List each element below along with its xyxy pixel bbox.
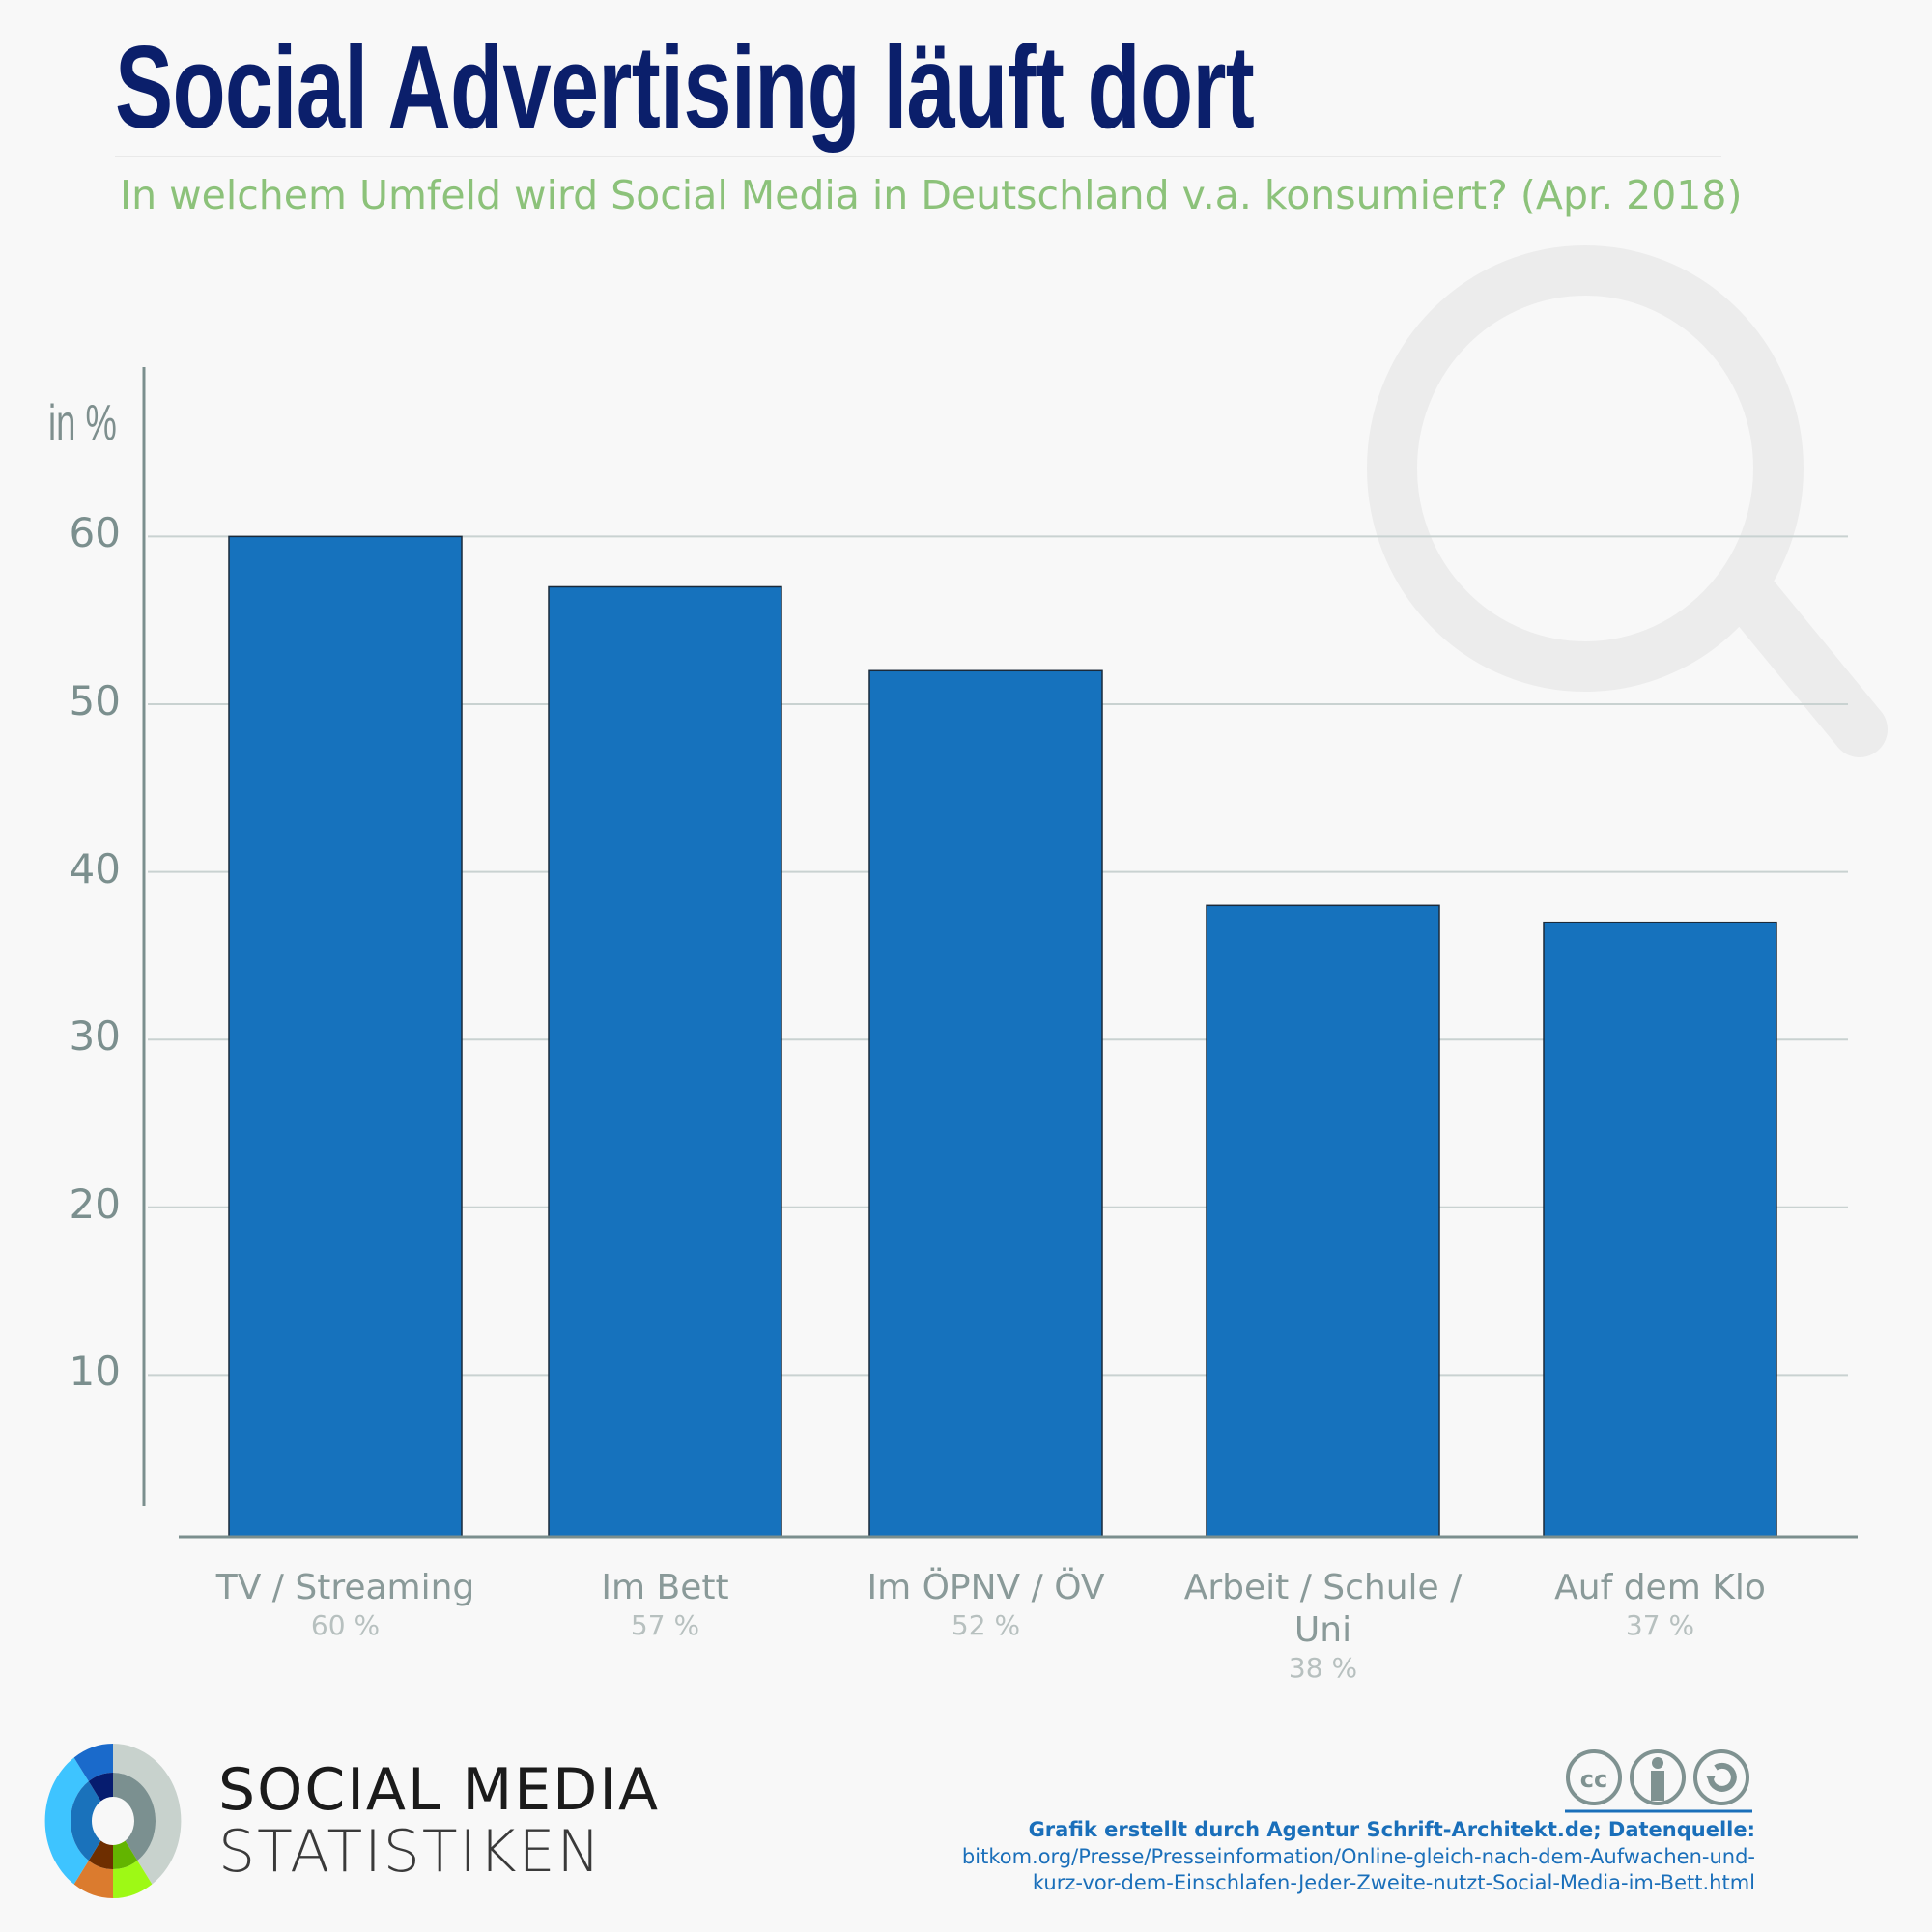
category-label: Auf dem Klo [1554,1568,1766,1607]
cc-icon: cc [1566,1749,1622,1805]
logo-text-line1: SOCIAL MEDIA [218,1756,661,1824]
logo-segment [88,1840,113,1869]
bar [1543,921,1777,1538]
category-label: Arbeit / Schule / [1183,1568,1463,1607]
y-tick-label: 10 [69,1348,121,1396]
logo-segment [113,1860,153,1898]
category-label: Im Bett [601,1568,729,1607]
data-label: 37 % [1625,1609,1695,1641]
y-tick-label: 50 [69,677,121,724]
data-label: 60 % [310,1609,381,1641]
logo-text-line2: STATISTIKEN [218,1818,603,1886]
credit-text: Grafik erstellt durch Agentur Schrift-Ar… [1028,1818,1755,1841]
chart-subtitle: In welchem Umfeld wird Social Media in D… [120,172,1743,218]
logo-segment [113,1840,138,1869]
title-divider [115,156,1721,157]
bar [548,585,782,1538]
data-label: 52 % [951,1609,1021,1641]
bar [868,669,1103,1538]
data-label: 38 % [1288,1652,1358,1684]
cc-license-badge: cc [1565,1749,1752,1813]
social-media-statistiken-logo [44,1744,182,1898]
logo-segment [73,1744,113,1782]
logo-segment [88,1773,113,1802]
source-link-line1[interactable]: bitkom.org/Presse/Presseinformation/Onli… [961,1845,1755,1868]
y-tick-label: 20 [69,1179,121,1228]
y-tick-label: 40 [69,844,121,893]
data-label: 57 % [630,1609,700,1641]
source-link-line2[interactable]: kurz-vor-dem-Einschlafen-Jeder-Zweite-nu… [1032,1871,1755,1894]
bar [1206,904,1440,1538]
logo-segment [73,1860,113,1898]
magnifier-icon [1367,245,1888,757]
y-tick-label: 30 [69,1012,121,1061]
logo-segment [71,1781,101,1861]
logo-segment [113,1773,156,1861]
svg-text:cc: cc [1580,1766,1607,1793]
category-label: Uni [1293,1610,1352,1650]
category-label: Im ÖPNV / ÖV [867,1568,1105,1607]
y-tick-label: 60 [69,509,121,557]
logo-segment [44,1757,89,1885]
y-axis-label: in % [48,395,117,451]
bar [228,535,463,1538]
attribution-icon [1630,1749,1686,1805]
chart-title: Social Advertising läuft dort [115,21,1255,153]
share-alike-icon [1693,1749,1749,1805]
logo-segment [113,1744,182,1885]
category-label: TV / Streaming [215,1568,475,1607]
